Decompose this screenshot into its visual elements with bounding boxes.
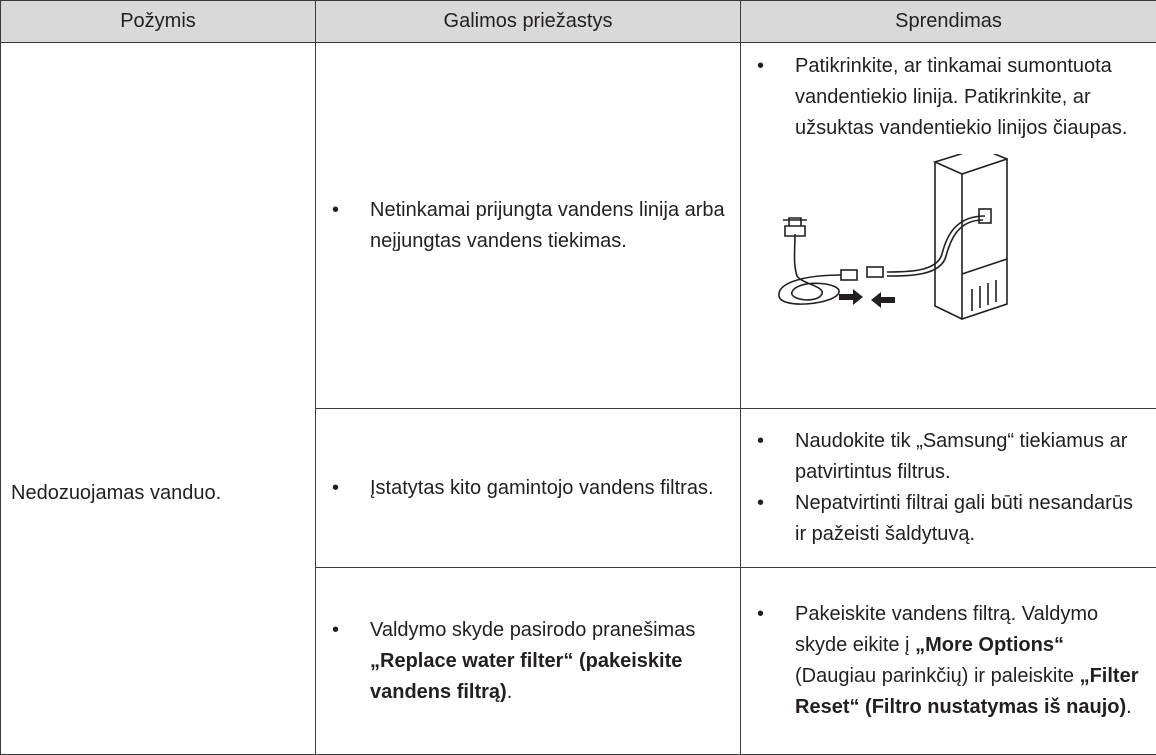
header-cell: Požymis	[0, 0, 316, 43]
bullet-list: Įstatytas kito gamintojo vandens filtras…	[332, 473, 726, 504]
row: Įstatytas kito gamintojo vandens filtras…	[1, 408, 1156, 568]
list-item: Pakeiskite vandens filtrą. Valdymo skyde…	[757, 599, 1142, 723]
row: Nedozuojamas vanduo. Netinkamai prijungt…	[0, 42, 1156, 755]
text: .	[506, 680, 513, 703]
list-item: Patikrinkite, ar tinkamai sumontuota van…	[757, 51, 1142, 144]
cause-cell: Netinkamai prijungta vandens linija arba…	[315, 42, 741, 409]
solution-cell: Pakeiskite vandens filtrą. Valdymo skyde…	[740, 567, 1156, 755]
emphasis: „Filter Reset“ (Filtro nustatymas iš nau…	[795, 665, 1139, 718]
text: Naudokite tik „Samsung“ tiekiamus ar pat…	[795, 430, 1128, 483]
header-row: Požymis Galimos priežastys Sprendimas	[0, 0, 1156, 43]
text: .	[1126, 696, 1132, 718]
bullet-list: Naudokite tik „Samsung“ tiekiamus ar pat…	[757, 426, 1142, 550]
emphasis: „More Options“	[915, 634, 1064, 656]
text: Patikrinkite, ar tinkamai sumontuota van…	[795, 55, 1128, 139]
text: Nepatvirtinti filtrai gali būti nesandar…	[795, 492, 1133, 545]
hose-illustration	[778, 154, 1008, 321]
symptom-cell: Nedozuojamas vanduo.	[0, 42, 316, 755]
list-item: Netinkamai prijungta vandens linija arba…	[332, 195, 726, 257]
text: (Daugiau parinkčių) ir paleiskite	[795, 665, 1080, 687]
bullet-list: Netinkamai prijungta vandens linija arba…	[332, 195, 726, 257]
cause-cell: Įstatytas kito gamintojo vandens filtras…	[315, 408, 741, 568]
text: Pakeiskite vandens filtrą. Valdymo skyde…	[795, 603, 1099, 656]
header-cell: Galimos priežastys	[315, 0, 741, 43]
list-item: Nepatvirtinti filtrai gali būti nesandar…	[757, 488, 1142, 550]
list-item: Naudokite tik „Samsung“ tiekiamus ar pat…	[757, 426, 1142, 488]
cause-cell: Valdymo skyde pasirodo pranešimas „Repla…	[315, 567, 741, 755]
emphasis: „Replace water filter“ (pakeiskite vande…	[370, 649, 683, 703]
bullet-list: Pakeiskite vandens filtrą. Valdymo skyde…	[757, 599, 1142, 723]
solution-cell: Naudokite tik „Samsung“ tiekiamus ar pat…	[740, 408, 1156, 568]
row: Valdymo skyde pasirodo pranešimas „Repla…	[1, 567, 1156, 755]
text: Įstatytas kito gamintojo vandens filtras…	[370, 476, 714, 499]
solution-cell: Patikrinkite, ar tinkamai sumontuota van…	[740, 42, 1156, 409]
text: Netinkamai prijungta vandens linija arba…	[370, 198, 725, 252]
list-item: Įstatytas kito gamintojo vandens filtras…	[332, 473, 726, 504]
header-cell: Sprendimas	[740, 0, 1156, 43]
bullet-list: Valdymo skyde pasirodo pranešimas „Repla…	[332, 615, 726, 708]
list-item: Valdymo skyde pasirodo pranešimas „Repla…	[332, 615, 726, 708]
bullet-list: Patikrinkite, ar tinkamai sumontuota van…	[757, 51, 1142, 144]
text: Valdymo skyde pasirodo pranešimas	[370, 618, 696, 641]
